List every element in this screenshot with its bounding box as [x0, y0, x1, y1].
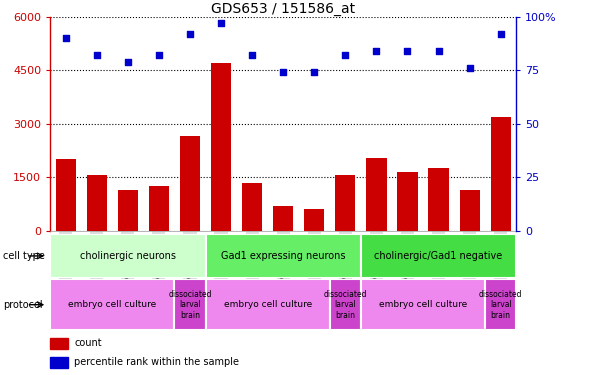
Text: dissociated
larval
brain: dissociated larval brain: [168, 290, 212, 320]
Point: [61, 35, 70, 41]
Bar: [50, 279, 175, 330]
Point: [496, 31, 506, 37]
Bar: [50, 338, 68, 349]
Bar: [330, 279, 361, 330]
Bar: [242, 183, 262, 231]
Bar: [361, 234, 516, 278]
Text: cholinergic neurons: cholinergic neurons: [80, 251, 176, 261]
Bar: [55, 159, 76, 231]
Bar: [50, 357, 68, 368]
Point: [465, 65, 474, 71]
Bar: [273, 206, 293, 231]
Bar: [87, 176, 107, 231]
Bar: [304, 209, 324, 231]
Bar: [175, 279, 205, 330]
Text: dissociated
larval
brain: dissociated larval brain: [479, 290, 523, 320]
Bar: [50, 234, 205, 278]
Bar: [205, 279, 330, 330]
Bar: [485, 279, 516, 330]
Bar: [398, 172, 418, 231]
Point: [217, 20, 226, 26]
Text: cell type: cell type: [3, 251, 45, 261]
Bar: [428, 168, 448, 231]
Text: embryo cell culture: embryo cell culture: [68, 300, 156, 309]
Bar: [366, 158, 386, 231]
Bar: [491, 117, 511, 231]
Bar: [118, 190, 138, 231]
Bar: [149, 186, 169, 231]
Text: Gad1 expressing neurons: Gad1 expressing neurons: [221, 251, 346, 261]
Point: [340, 53, 350, 58]
Point: [123, 59, 133, 65]
Point: [278, 69, 288, 75]
Point: [310, 69, 319, 75]
Point: [434, 48, 443, 54]
Point: [154, 53, 163, 58]
Text: dissociated
larval
brain: dissociated larval brain: [323, 290, 367, 320]
Title: GDS653 / 151586_at: GDS653 / 151586_at: [211, 2, 355, 16]
Point: [372, 48, 381, 54]
Bar: [205, 234, 361, 278]
Text: protocol: protocol: [3, 300, 42, 310]
Text: count: count: [74, 339, 102, 348]
Bar: [180, 136, 200, 231]
Point: [403, 48, 412, 54]
Text: cholinergic/Gad1 negative: cholinergic/Gad1 negative: [375, 251, 503, 261]
Point: [247, 53, 257, 58]
Text: embryo cell culture: embryo cell culture: [224, 300, 312, 309]
Bar: [460, 190, 480, 231]
Text: embryo cell culture: embryo cell culture: [379, 300, 467, 309]
Point: [185, 31, 195, 37]
Point: [92, 53, 101, 58]
Bar: [361, 279, 485, 330]
Bar: [335, 176, 355, 231]
Bar: [211, 63, 231, 231]
Text: percentile rank within the sample: percentile rank within the sample: [74, 357, 240, 367]
